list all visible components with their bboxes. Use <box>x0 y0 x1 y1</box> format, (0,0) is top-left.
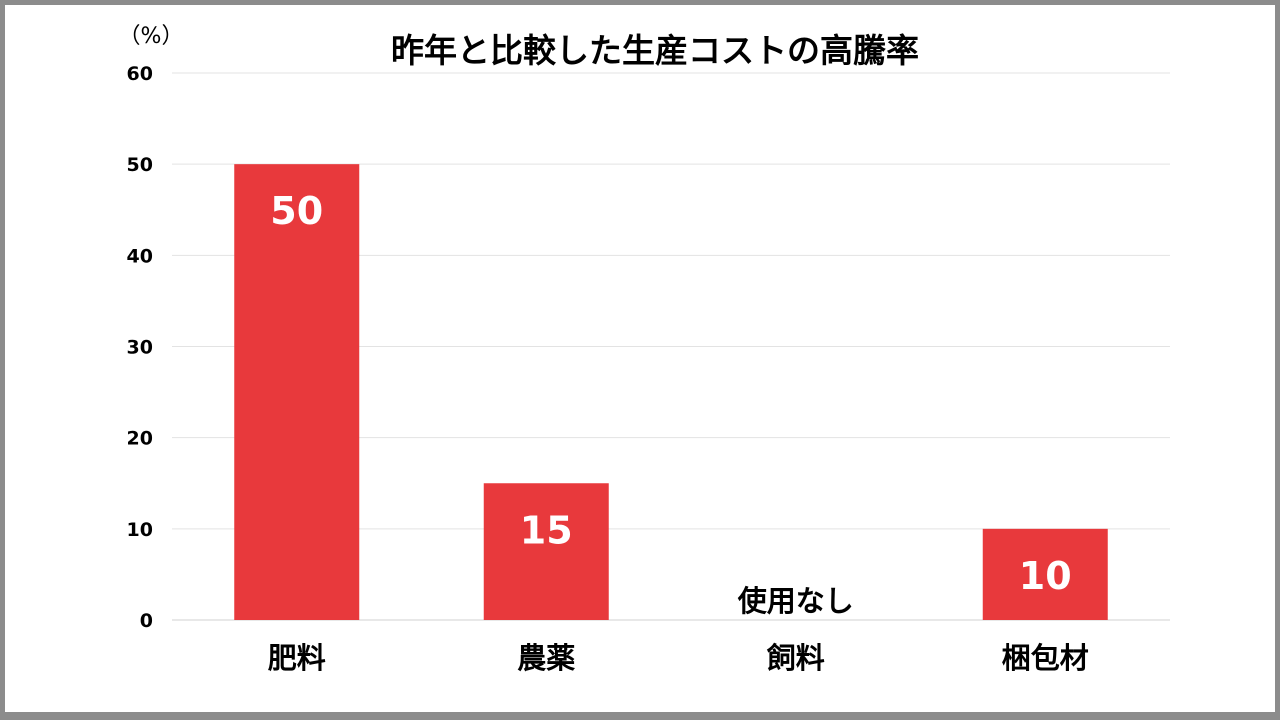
y-tick-label: 10 <box>127 519 153 541</box>
y-tick-label: 40 <box>127 245 153 267</box>
data-label: 50 <box>270 189 323 233</box>
bar <box>982 528 1108 620</box>
x-category-label: 梱包材 <box>1002 641 1089 675</box>
y-tick-label: 30 <box>127 337 153 359</box>
y-axis-ticks: 0 10 20 30 40 50 60 <box>127 63 153 632</box>
y-tick-label: 60 <box>127 63 153 85</box>
y-tick-label: 50 <box>127 154 153 176</box>
bar-chart: 昨年と比較した生産コストの高騰率 （%） 0 10 20 30 40 50 60 50 15 使… <box>119 24 1170 675</box>
chart-title: 昨年と比較した生産コストの高騰率 <box>391 31 919 70</box>
x-category-label: 飼料 <box>767 641 825 675</box>
data-label: 10 <box>1019 554 1072 598</box>
bar <box>234 164 360 620</box>
y-axis-unit-label: （%） <box>119 24 184 49</box>
bars <box>234 164 1108 620</box>
data-label: 15 <box>520 508 573 552</box>
data-label: 使用なし <box>737 584 854 618</box>
slide: 昨年と比較した生産コストの高騰率 （%） 0 10 20 30 40 50 60 50 15 使… <box>5 5 1275 712</box>
y-tick-label: 0 <box>140 610 153 632</box>
x-category-label: 農薬 <box>517 641 575 675</box>
bar <box>483 483 609 620</box>
x-category-label: 肥料 <box>268 641 326 675</box>
y-tick-label: 20 <box>127 428 153 450</box>
data-labels: 50 15 使用なし 10 <box>270 189 1071 618</box>
x-axis-categories: 肥料 農薬 飼料 梱包材 <box>268 641 1089 675</box>
